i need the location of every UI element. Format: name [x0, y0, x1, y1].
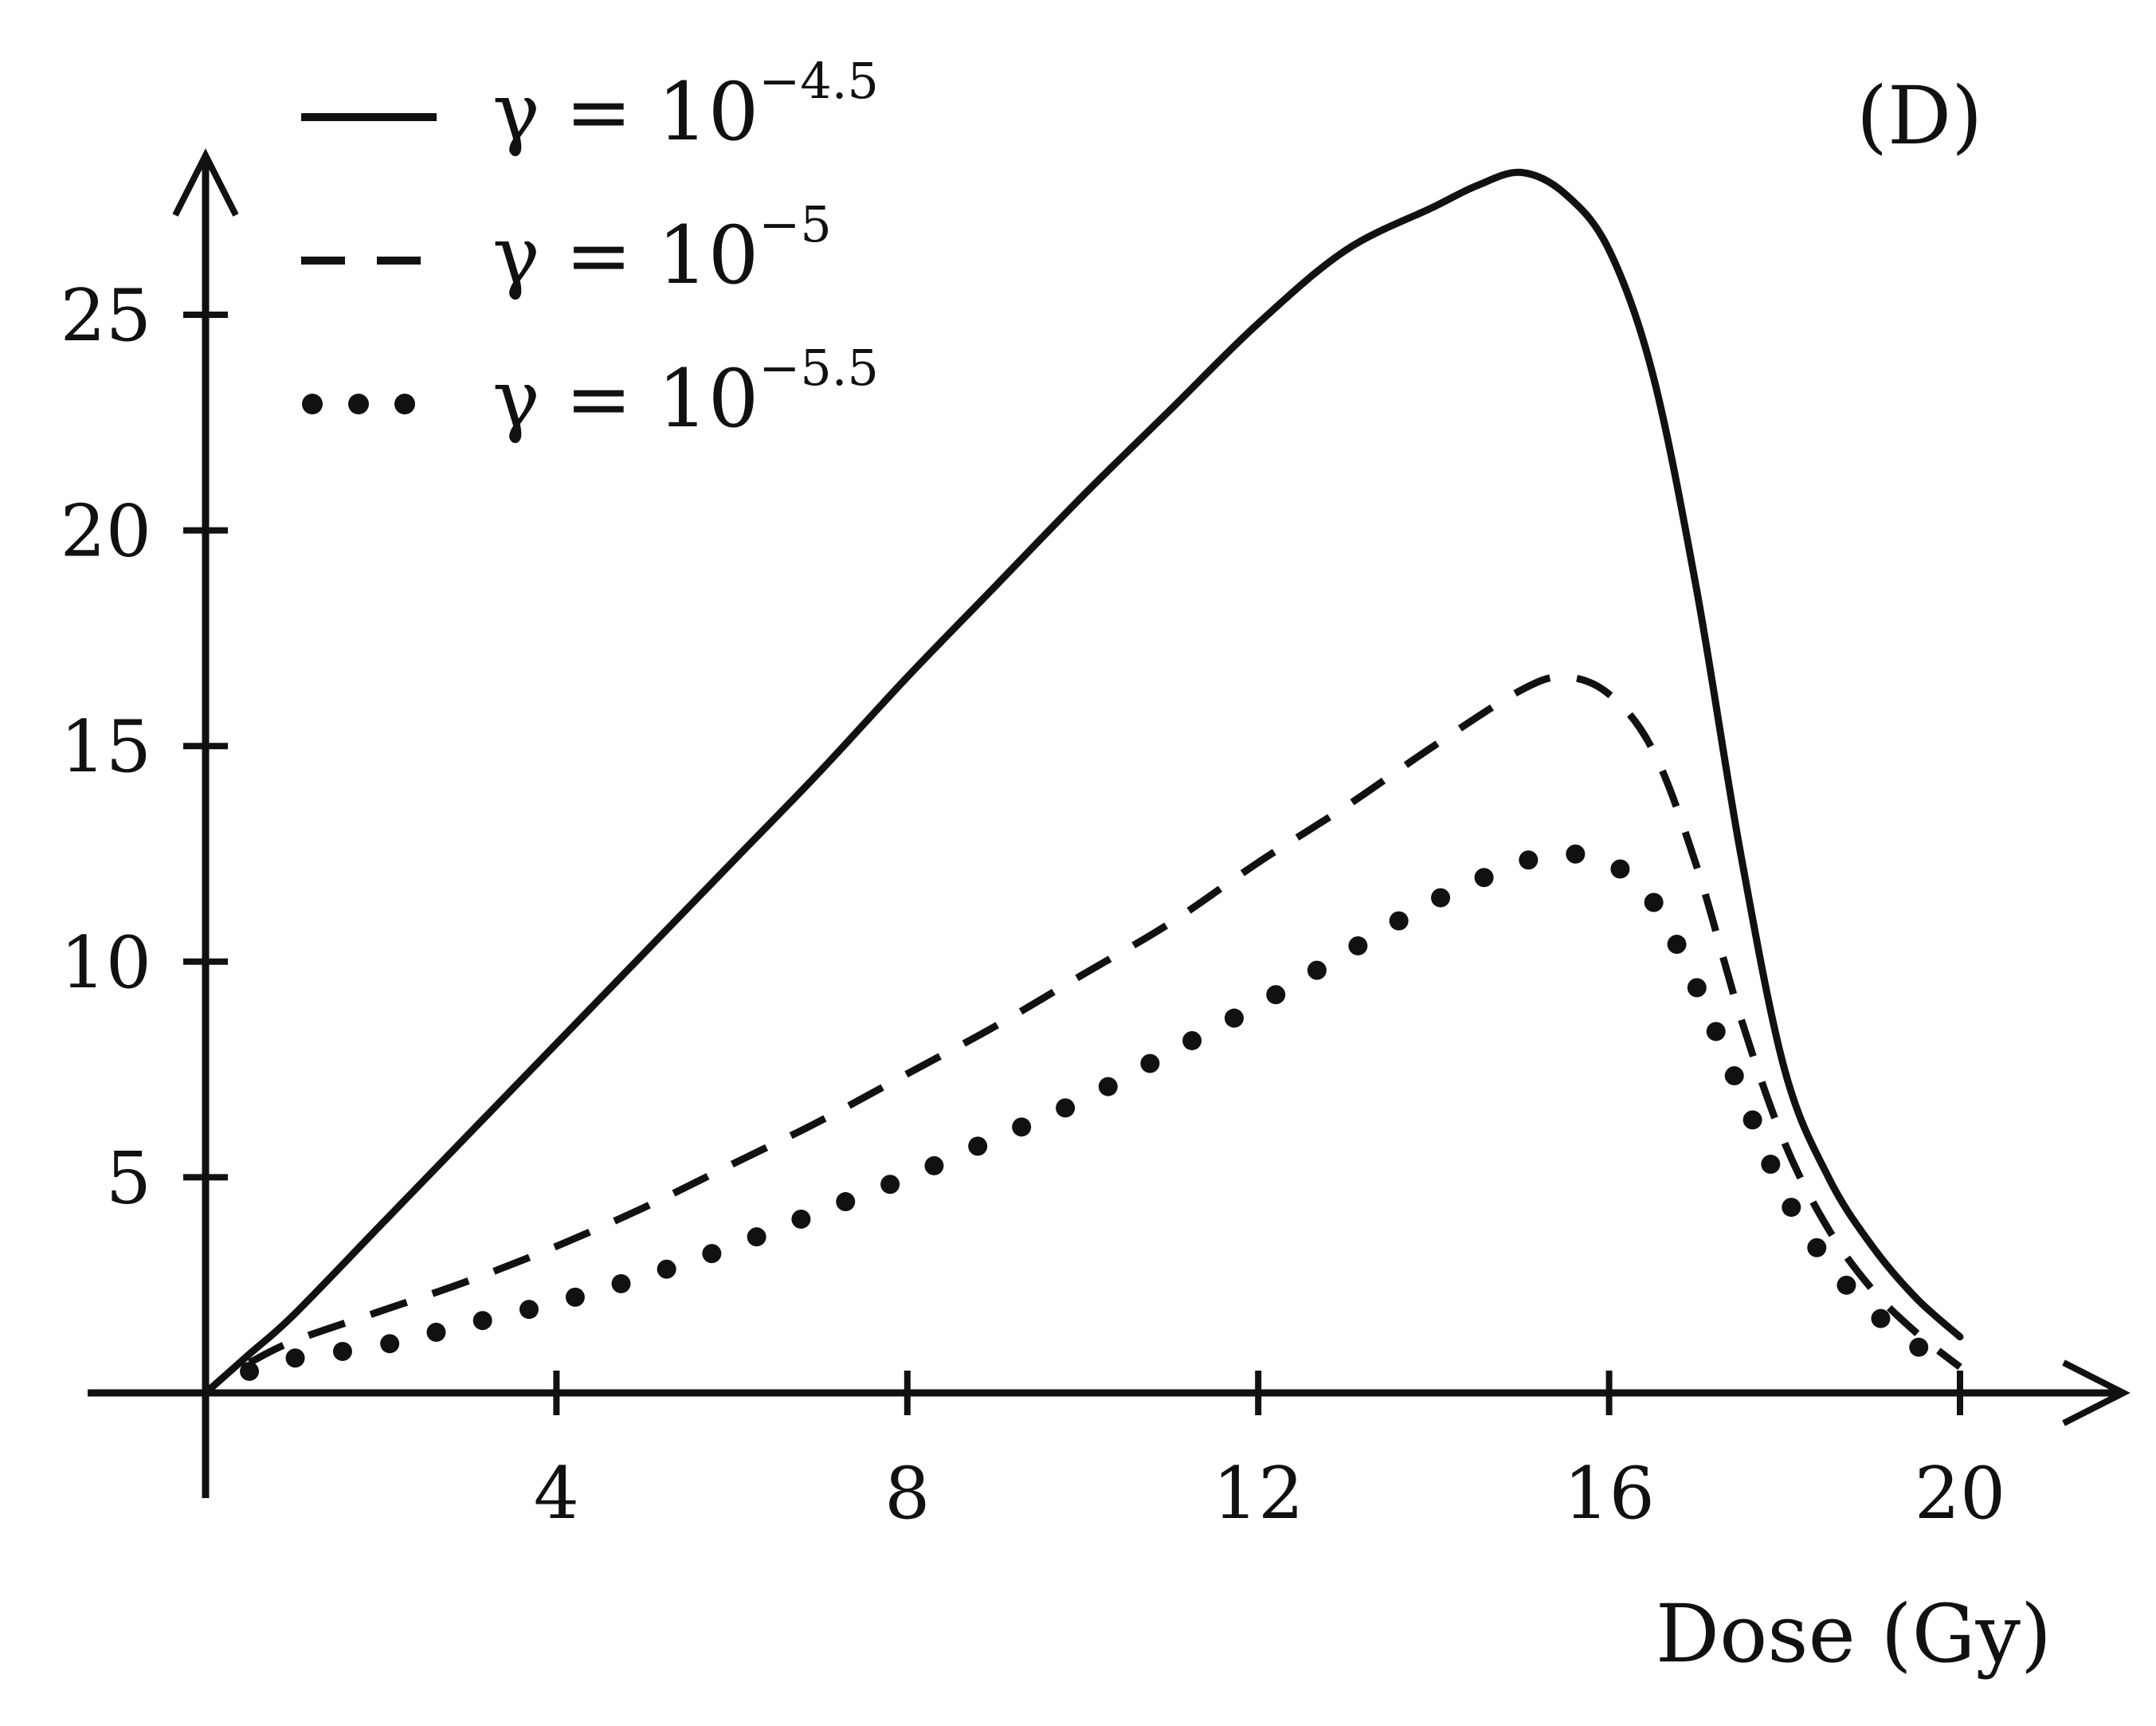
x-tick-label: 4 [534, 1452, 579, 1536]
legend-label-exponent: −5 [759, 195, 831, 253]
y-tick-label: 25 [60, 274, 151, 358]
y-tick-label: 10 [60, 921, 151, 1005]
y-tick-label: 15 [60, 705, 151, 789]
y-tick-label: 5 [106, 1136, 151, 1220]
legend-label-exponent: −5.5 [759, 339, 879, 397]
x-tick-label: 12 [1213, 1452, 1304, 1536]
legend-label: γ = 10−5.5 [492, 339, 879, 445]
legend-label: γ = 10−5 [492, 195, 832, 302]
legend-label: γ = 10−4.5 [492, 52, 879, 159]
legend-label-exponent: −4.5 [759, 52, 879, 110]
x-axis-arrow [2062, 1359, 2131, 1426]
x-tick-label: 8 [884, 1452, 930, 1536]
series-line-solid [202, 168, 1964, 1397]
axes [88, 148, 2131, 1498]
x-tick-label: 20 [1915, 1452, 2006, 1536]
legend-label-base: γ = 10 [492, 352, 759, 445]
ticks-layer: 4 8 12 16 20 5 10 15 20 25 [60, 274, 2005, 1536]
panel-label: (D) [1856, 69, 1982, 163]
y-tick-label: 20 [60, 490, 151, 574]
legend-label-base: γ = 10 [492, 209, 759, 302]
x-axis-label: Dose (Gy) [1656, 1587, 2052, 1681]
x-tick-label: 16 [1563, 1452, 1655, 1536]
legend-label-base: γ = 10 [492, 65, 759, 159]
series-line-dotted [240, 844, 1970, 1381]
legend: γ = 10−4.5γ = 10−5γ = 10−5.5 [301, 52, 879, 445]
y-axis-arrow [172, 148, 239, 217]
series-layer [202, 168, 1970, 1397]
series-line-dashed [247, 673, 1962, 1371]
